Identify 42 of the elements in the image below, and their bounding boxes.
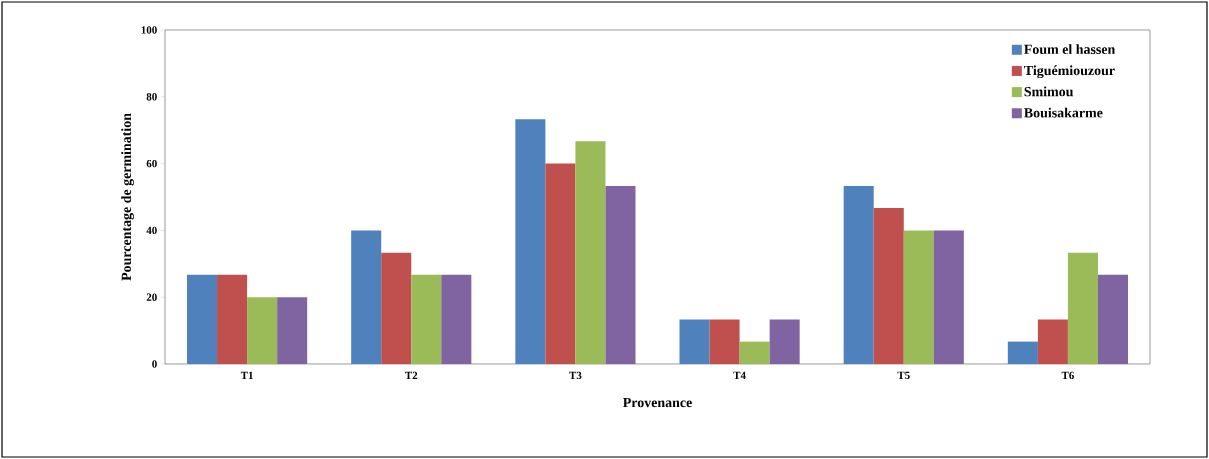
bar	[351, 230, 382, 364]
bar	[187, 274, 218, 364]
y-tick-label: 80	[146, 93, 157, 101]
bar	[247, 297, 278, 364]
x-tick-label: T3	[569, 371, 582, 380]
x-tick-label: T2	[405, 371, 418, 380]
y-axis-title: Pourcentage de germination	[121, 113, 134, 281]
bar	[545, 163, 576, 364]
x-tick-label: T5	[897, 371, 910, 380]
y-tick-label: 60	[146, 159, 157, 168]
bar	[769, 319, 800, 364]
bar	[515, 119, 546, 364]
bar	[411, 274, 442, 364]
bar	[575, 141, 606, 364]
bar	[1007, 341, 1038, 364]
bar	[903, 230, 934, 364]
legend-label: Bouisakarme	[1024, 107, 1103, 118]
bar	[933, 230, 964, 364]
bar	[1067, 252, 1098, 364]
y-tick-label: 0	[152, 360, 157, 368]
bar	[217, 274, 248, 364]
legend-label: Tiguémiouzour	[1024, 65, 1115, 79]
y-tick-label: 40	[146, 226, 157, 235]
legend-label: Foum el hassen	[1024, 44, 1116, 55]
bar	[739, 341, 770, 364]
y-tick-label: 100	[141, 26, 157, 34]
x-tick-label: T6	[1061, 371, 1074, 380]
bar	[1037, 319, 1068, 364]
bar	[277, 297, 308, 364]
y-tick-label: 20	[146, 293, 157, 301]
bar	[843, 185, 874, 364]
bar	[605, 185, 636, 364]
bar	[1097, 274, 1129, 364]
bar	[381, 252, 412, 364]
x-axis-title: Provenance	[623, 397, 692, 408]
x-tick-label: T1	[240, 371, 253, 379]
x-tick-label: T4	[733, 371, 746, 379]
bar	[709, 319, 740, 364]
bar	[441, 274, 472, 364]
legend-label: Smimou	[1024, 86, 1074, 97]
bar	[679, 319, 710, 364]
bar	[873, 208, 904, 364]
